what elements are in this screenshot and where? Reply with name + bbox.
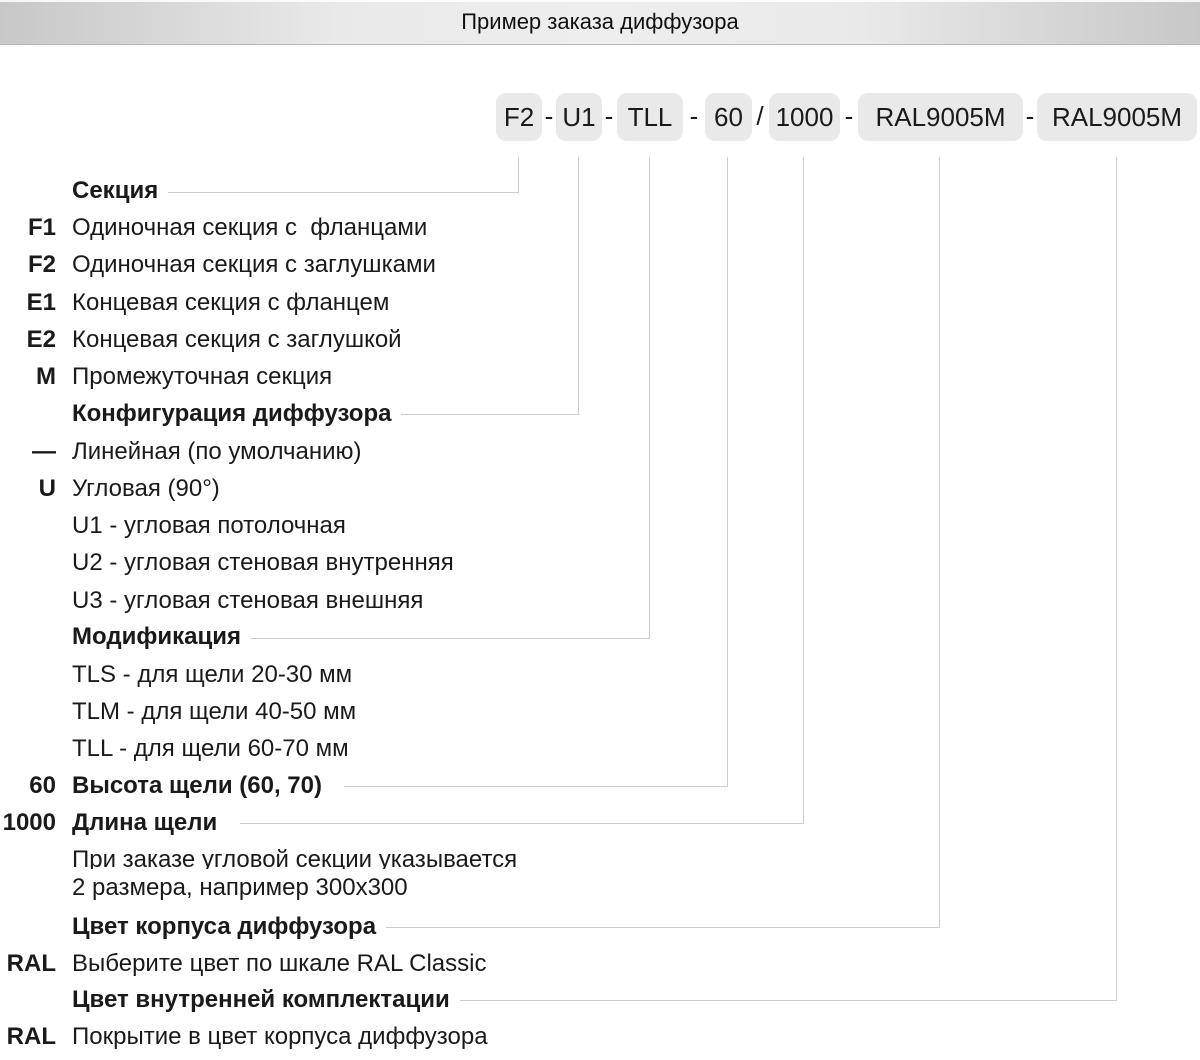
legend-header-slot-length: 1000 Длина щели [0,804,1200,842]
legend-item-text: Выберите цвет по шкале RAL Classic [72,945,497,983]
order-code-box-modification: TLL [617,93,683,141]
legend-header-text: Конфигурация диффузора [72,395,402,433]
connector-configuration [352,157,579,415]
legend-header-text: Цвет корпуса диффузора [72,908,387,946]
order-code-separator: - [544,101,554,131]
legend-item-code: RAL [6,950,56,977]
legend-note-text: 2 размера, например 300x300 [72,869,418,907]
legend-item-text: Покрытие в цвет корпуса диффузора [72,1018,498,1056]
legend-header-section: Секция [0,172,1200,210]
legend-item-text: Угловая (90°) [72,470,230,508]
legend-item-text: U1 - угловая потолочная [72,507,356,545]
legend-item-code: 1000 [2,809,56,836]
legend-item-e2: E2 Концевая секция с заглушкой [0,321,1200,359]
legend-header-text: Длина щели [72,804,228,842]
order-code-separator: / [756,101,764,131]
legend-header-inner-color: Цвет внутренней комплектации [0,981,1200,1019]
page-title: Пример заказа диффузора [461,9,739,34]
legend-item-code: U [38,475,56,502]
legend-item-u1: U1 - угловая потолочная [0,507,1200,545]
legend-item-code: E2 [26,326,56,353]
legend-item-m: M Промежуточная секция [0,358,1200,396]
legend-header-text: Высота щели (60, 70) [72,767,332,805]
connector-slot-length [240,157,804,824]
order-code-box-slot-height: 60 [705,93,752,141]
legend-item-u: U Угловая (90°) [0,470,1200,508]
legend-item-u3: U3 - угловая стеновая внешняя [0,582,1200,620]
legend-item-f1: F1 Одиночная секция с фланцами [0,209,1200,247]
connector-modification [230,157,650,639]
order-code-separator: - [689,101,699,131]
legend-item-text: Концевая секция с фланцем [72,284,400,322]
legend-item-e1: E1 Концевая секция с фланцем [0,284,1200,322]
legend-item-tll: TLL - для щели 60-70 мм [0,730,1200,768]
connector-inner-color [435,157,1117,1001]
legend-item-code: 60 [29,772,56,799]
order-code-box-section: F2 [496,93,542,141]
legend-item-ral-inner: RAL Покрытие в цвет корпуса диффузора [0,1018,1200,1056]
legend-item-text: Линейная (по умолчанию) [72,433,372,471]
legend-item-code: F1 [27,214,56,241]
title-bar: Пример заказа диффузора [0,0,1200,45]
legend-item-text: Одиночная секция с фланцами [72,209,438,247]
legend-item-code: RAL [6,1023,56,1050]
legend-item-text: TLL - для щели 60-70 мм [72,730,359,768]
order-code-row: F2 - U1 - TLL - 60 / 1000 - RAL9005M - R… [0,93,1200,141]
order-code-box-configuration: U1 [556,93,602,141]
order-code-separator: - [604,101,614,131]
legend-item-linear: — Линейная (по умолчанию) [0,433,1200,471]
legend-item-ral-body: RAL Выберите цвет по шкале RAL Classic [0,945,1200,983]
legend-item-text: Одиночная секция с заглушками [72,246,446,284]
legend-item-text: Концевая секция с заглушкой [72,321,412,359]
legend-item-f2: F2 Одиночная секция с заглушками [0,246,1200,284]
legend-item-code: F2 [27,251,56,278]
legend-item-tls: TLS - для щели 20-30 мм [0,656,1200,694]
legend-header-configuration: Конфигурация диффузора [0,395,1200,433]
connector-section [156,157,519,193]
legend-header-body-color: Цвет корпуса диффузора [0,908,1200,946]
legend-header-slot-height: 60 Высота щели (60, 70) [0,767,1200,805]
connector-body-color [365,157,940,928]
legend-header-text: Секция [72,172,169,210]
legend-header-text: Модификация [72,618,251,656]
legend-header-modification: Модификация [0,618,1200,656]
order-code-separator: - [844,101,854,131]
legend-header-text: Цвет внутренней комплектации [72,981,460,1019]
legend-item-text: U2 - угловая стеновая внутренняя [72,544,464,582]
legend-item-text: Промежуточная секция [72,358,343,396]
legend-item-u2: U2 - угловая стеновая внутренняя [0,544,1200,582]
order-code-box-slot-length: 1000 [769,93,840,141]
legend-item-text: U3 - угловая стеновая внешняя [72,582,434,620]
order-code-box-inner-color: RAL9005M [1037,93,1197,141]
legend-item-text: TLS - для щели 20-30 мм [72,656,363,694]
connector-slot-height [344,157,728,787]
order-code-box-body-color: RAL9005M [858,93,1023,141]
legend-item-code: — [32,438,56,465]
legend-note-line-2: 2 размера, например 300x300 [0,869,1200,907]
legend-item-tlm: TLM - для щели 40-50 мм [0,693,1200,731]
legend-item-code: M [36,363,56,390]
legend-item-code: E1 [26,289,56,316]
order-code-separator: - [1025,101,1035,131]
legend-item-text: TLM - для щели 40-50 мм [72,693,367,731]
